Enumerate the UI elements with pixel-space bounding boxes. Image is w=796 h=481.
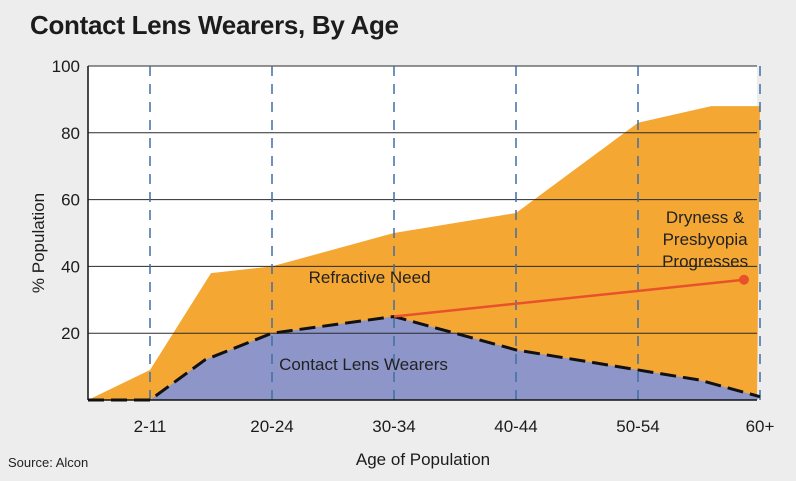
- x-tick-label: 2-11: [134, 417, 167, 436]
- annotation-dryness-line: Progresses: [662, 252, 748, 271]
- annotation-dryness-line: Presbyopia: [663, 230, 749, 249]
- y-axis-label: % Population: [29, 193, 48, 293]
- x-tick-label: 40-44: [494, 417, 537, 436]
- x-tick-label: 30-34: [372, 417, 415, 436]
- x-tick-label: 20-24: [250, 417, 293, 436]
- x-tick-label: 50-54: [616, 417, 659, 436]
- x-axis-label: Age of Population: [356, 450, 490, 469]
- chart-title: Contact Lens Wearers, By Age: [30, 10, 399, 40]
- trend-arrow-line: [393, 278, 745, 318]
- source-note: Source: Alcon: [8, 455, 89, 470]
- x-tick-label: 60+: [746, 417, 775, 436]
- annotation-contact-lens-wearers: Contact Lens Wearers: [279, 355, 448, 374]
- y-tick-label: 40: [61, 257, 80, 276]
- y-tick-label: 20: [61, 324, 80, 343]
- y-tick-label: 100: [52, 57, 80, 76]
- area-refractive-need: [88, 106, 760, 400]
- y-tick-label: 80: [61, 124, 80, 143]
- annotation-refractive-need: Refractive Need: [309, 268, 431, 287]
- y-tick-label: 60: [61, 191, 80, 210]
- trend-arrow-head: [739, 274, 749, 285]
- annotation-dryness-line: Dryness &: [666, 208, 745, 227]
- area-contact-lens-wearers: [88, 316, 760, 400]
